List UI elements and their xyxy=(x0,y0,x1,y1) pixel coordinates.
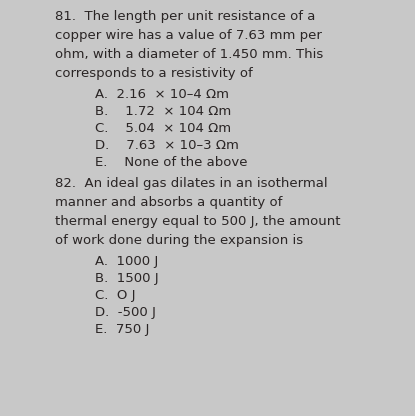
Text: E.  750 J: E. 750 J xyxy=(95,323,149,336)
Text: corresponds to a resistivity of: corresponds to a resistivity of xyxy=(55,67,253,80)
Text: D.  -500 J: D. -500 J xyxy=(95,306,156,319)
Text: C.  O J: C. O J xyxy=(95,289,136,302)
Text: C.    5.04  × 104 Ωm: C. 5.04 × 104 Ωm xyxy=(95,122,231,135)
Text: D.    7.63  × 10–3 Ωm: D. 7.63 × 10–3 Ωm xyxy=(95,139,239,152)
Text: 81.  The length per unit resistance of a: 81. The length per unit resistance of a xyxy=(55,10,315,23)
Text: ohm, with a diameter of 1.450 mm. This: ohm, with a diameter of 1.450 mm. This xyxy=(55,48,323,61)
Text: B.    1.72  × 104 Ωm: B. 1.72 × 104 Ωm xyxy=(95,105,231,118)
Text: B.  1500 J: B. 1500 J xyxy=(95,272,159,285)
Text: E.    None of the above: E. None of the above xyxy=(95,156,247,169)
Text: copper wire has a value of 7.63 mm per: copper wire has a value of 7.63 mm per xyxy=(55,29,322,42)
Text: manner and absorbs a quantity of: manner and absorbs a quantity of xyxy=(55,196,282,209)
Text: A.  1000 J: A. 1000 J xyxy=(95,255,158,268)
Text: of work done during the expansion is: of work done during the expansion is xyxy=(55,234,303,247)
Text: thermal energy equal to 500 J, the amount: thermal energy equal to 500 J, the amoun… xyxy=(55,215,340,228)
Text: A.  2.16  × 10–4 Ωm: A. 2.16 × 10–4 Ωm xyxy=(95,88,229,101)
Text: 82.  An ideal gas dilates in an isothermal: 82. An ideal gas dilates in an isotherma… xyxy=(55,177,327,190)
